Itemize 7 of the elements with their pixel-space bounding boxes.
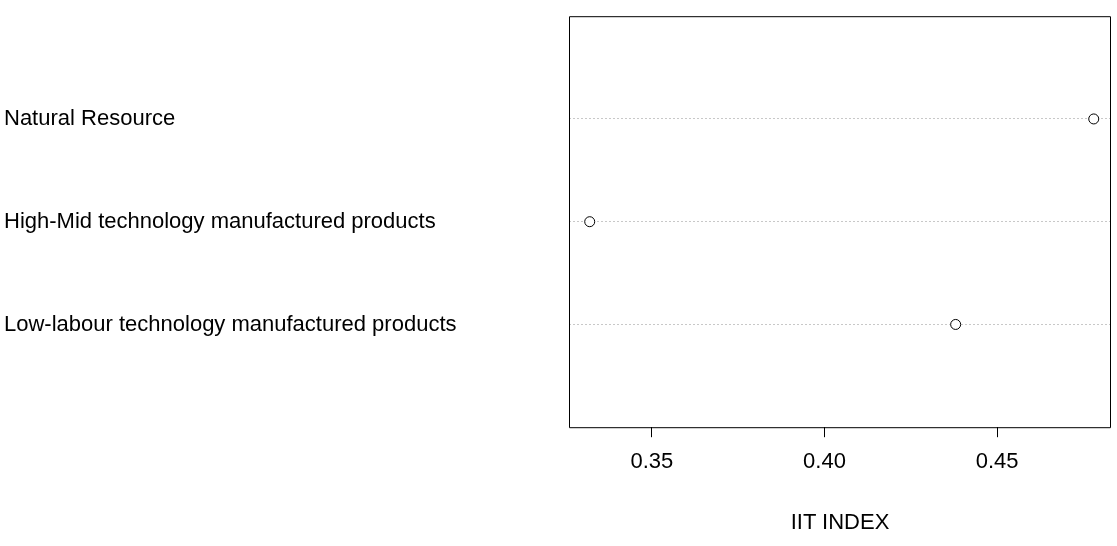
y-tick-label: High-Mid technology manufactured products (4, 207, 436, 233)
y-tick-label: Natural Resource (4, 105, 176, 131)
x-tick-label: 0.40 (803, 448, 846, 474)
x-axis-title: IIT INDEX (790, 508, 890, 534)
x-tick-label: 0.45 (975, 448, 1019, 474)
y-tick-label: Low-labour technology manufactured products (4, 310, 457, 336)
x-tick-label: 0.35 (630, 448, 674, 474)
